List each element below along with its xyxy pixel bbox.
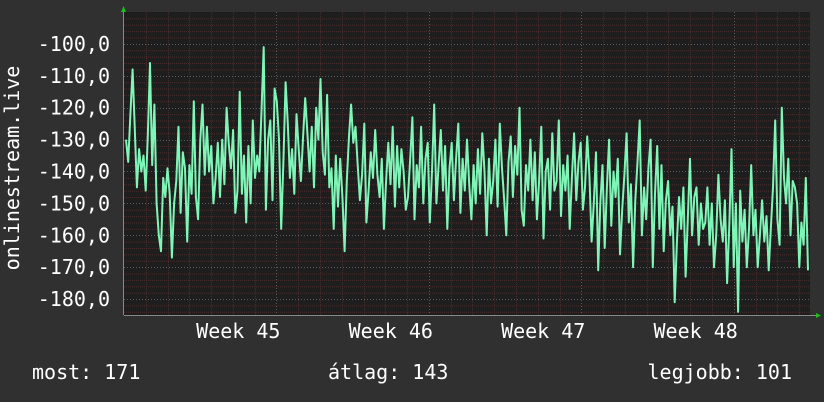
x-tick-label: Week 48 [654, 319, 738, 343]
y-tick-label: -110,0 [38, 64, 110, 88]
stat-best: legjobb: 101 [647, 360, 793, 384]
y-tick-label: -170,0 [38, 255, 110, 279]
x-tick-label: Week 45 [196, 319, 280, 343]
y-tick-label: -150,0 [38, 191, 110, 215]
y-axis-label: onlinestream.live [0, 66, 24, 271]
y-axis-arrow [121, 6, 126, 12]
x-tick-label: Week 46 [349, 319, 433, 343]
y-tick-label: -120,0 [38, 96, 110, 120]
y-tick-label: -140,0 [38, 159, 110, 183]
y-tick-label: -160,0 [38, 223, 110, 247]
stat-average: átlag: 143 [328, 360, 449, 384]
y-tick-label: -100,0 [38, 32, 110, 56]
x-axis-ticks: Week 45 Week 46 Week 47 Week 48 [196, 319, 738, 343]
x-axis-arrow [816, 313, 821, 318]
y-tick-label: -180,0 [38, 287, 110, 311]
stat-current: most: 171 [32, 360, 141, 384]
y-axis-ticks: -100,0 -110,0 -120,0 -130,0 -140,0 -150,0 -160… [38, 32, 110, 311]
plot-area [121, 6, 821, 318]
y-tick-label: -130,0 [38, 128, 110, 152]
x-tick-label: Week 47 [501, 319, 585, 343]
line-chart: -100,0 -110,0 -120,0 -130,0 -140,0 -150,0 -160… [0, 6, 821, 343]
series-line [125, 46, 809, 313]
